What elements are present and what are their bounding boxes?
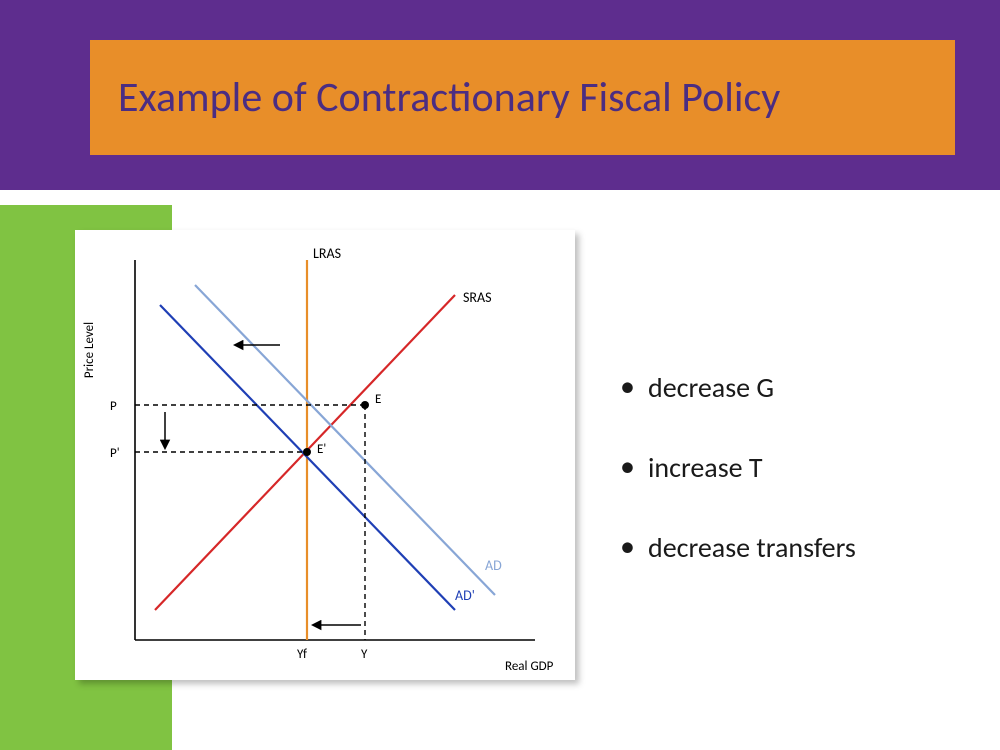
svg-text:LRAS: LRAS [313,245,341,262]
svg-text:SRAS: SRAS [463,289,492,306]
slide-title: Example of Contractionary Fiscal Policy [118,72,780,123]
svg-text:P: P [110,399,117,414]
svg-text:E': E' [317,442,326,457]
list-item: decrease transfers [620,530,980,565]
bullet-list: decrease G increase T decrease transfers [620,370,980,610]
econ-diagram: Price Level Real GDP LRAS SRAS AD AD' P P' Y Yf E E… [75,230,575,680]
svg-text:Real GDP: Real GDP [505,659,554,674]
svg-text:Yf: Yf [297,647,307,662]
chart-container: Price Level Real GDP LRAS SRAS AD AD' P P' Y Yf E E… [75,230,575,680]
list-item: decrease G [620,370,980,405]
svg-text:AD': AD' [455,587,475,604]
svg-text:AD: AD [485,557,502,574]
svg-text:Price Level: Price Level [82,322,97,378]
title-box: Example of Contractionary Fiscal Policy [90,40,955,155]
svg-text:E: E [375,392,381,407]
svg-text:P': P' [110,446,120,461]
svg-text:Y: Y [361,647,368,662]
list-item: increase T [620,450,980,485]
header-band: Example of Contractionary Fiscal Policy [0,0,1000,190]
